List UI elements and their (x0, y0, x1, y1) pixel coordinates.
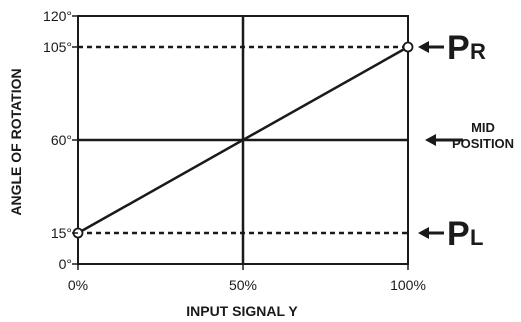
series-layer (72, 41, 414, 239)
x-tick-label: 0% (68, 277, 88, 293)
x-tick-label: 50% (229, 277, 257, 293)
y-tick-label: 60° (51, 132, 72, 148)
y-tick-label: 0° (59, 256, 72, 272)
p-label: P (447, 29, 470, 67)
data-point (402, 41, 414, 53)
tick-labels: 0° 15° 60° 105° 120° 0% 50% 100% (43, 8, 426, 293)
arrow-head (425, 134, 436, 146)
x-tick-label: 100% (390, 277, 426, 293)
arrow-head (418, 227, 429, 239)
arrow-head (418, 41, 429, 53)
y-axis-title: ANGLE OF ROTATION (8, 68, 24, 215)
y-tick-label: 15° (51, 225, 72, 241)
p-subscript: R (470, 39, 486, 64)
y-tick-label: 105° (43, 39, 72, 55)
p-label: P (447, 215, 470, 253)
mid-position-label: POSITION (452, 136, 514, 151)
x-axis-title: INPUT SIGNAL Y (186, 303, 298, 319)
y-tick-label: 120° (43, 8, 72, 24)
p-subscript: L (470, 225, 483, 250)
mid-position-label: MID (471, 120, 495, 135)
series-line (77, 45, 409, 235)
